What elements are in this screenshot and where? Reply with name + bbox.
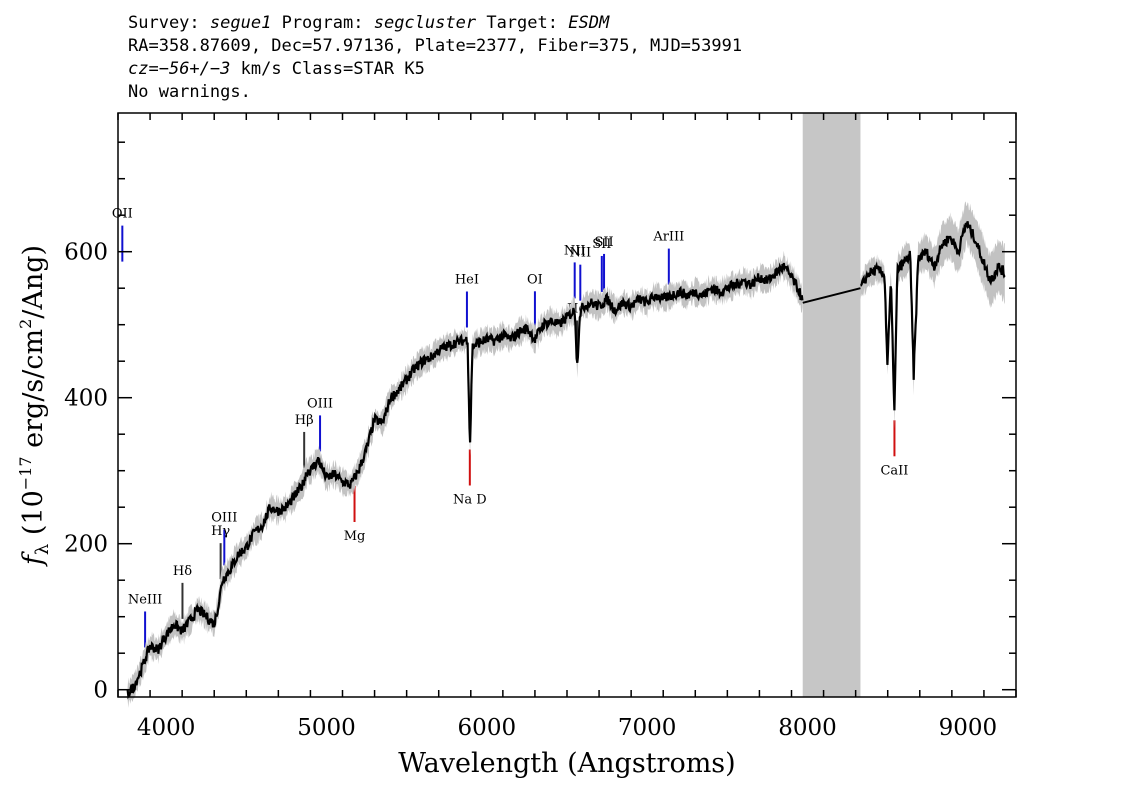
line-label-blue-1: NeIII xyxy=(128,592,162,607)
line-label-blue-9: SII xyxy=(594,235,613,250)
x-tick-label: 7000 xyxy=(618,715,677,741)
header-line-2: RA=358.87609, Dec=57.97136, Plate=2377, … xyxy=(128,36,743,56)
plot-frame xyxy=(117,112,1017,698)
header-line-3: cz=−56+/−3 km/s Class=STAR K5 xyxy=(128,59,425,79)
flux-line-1 xyxy=(126,262,804,700)
line-label-blue-10: ArIII xyxy=(652,230,684,245)
survey-value: segue1 xyxy=(209,13,272,33)
x-tick-label: 4000 xyxy=(137,715,196,741)
masked-region-group xyxy=(802,113,861,697)
line-label-red-0: Mg xyxy=(344,529,366,544)
y-tick-label: 400 xyxy=(64,386,108,412)
line-label-blue-3: OIII xyxy=(307,396,333,411)
masked-region xyxy=(802,113,861,697)
line-label-blue-0: OII xyxy=(112,207,133,222)
y-tick-label: 0 xyxy=(93,678,108,704)
flux-line-2 xyxy=(860,221,1006,411)
line-label-blue-6: NII xyxy=(564,243,586,258)
line-label-blue-7: NII xyxy=(569,246,591,261)
line-label-blue-2: OIII xyxy=(211,510,237,525)
y-label-f: f xyxy=(18,551,49,567)
header-line-1: Survey: segue1 Program: segcluster Targe… xyxy=(128,13,610,33)
x-tick-label: 6000 xyxy=(458,715,517,741)
x-tick-label: 9000 xyxy=(939,715,998,741)
y-axis-label: fλ (10−17 erg/s/cm2/Ang) xyxy=(16,245,53,567)
x-tick-label: 5000 xyxy=(297,715,356,741)
error-band-2 xyxy=(860,201,1005,429)
line-label-blue-5: OI xyxy=(527,272,543,287)
line-label-balmer-2: Hβ xyxy=(295,413,314,428)
x-axis-label: Wavelength (Angstroms) xyxy=(398,748,735,779)
flux-series-group xyxy=(126,201,1006,708)
line-label-balmer-0: Hδ xyxy=(173,564,192,579)
y-tick-label: 200 xyxy=(64,532,108,558)
line-label-red-2: CaII xyxy=(880,463,908,478)
cz-label: cz= xyxy=(128,59,159,79)
masked-bridge-line xyxy=(802,287,861,304)
line-label-blue-8: SII xyxy=(592,237,611,252)
line-label-blue-4: HeI xyxy=(455,272,479,287)
y-label-main: (10 xyxy=(18,490,49,543)
y-label-mid: erg/s/cm xyxy=(18,329,49,457)
axis-ticks: 4000 5000 6000 7000 8000 9000 0 200 400 600 xyxy=(64,113,1017,741)
error-band-1 xyxy=(127,250,803,708)
line-label-red-1: Na D xyxy=(453,493,487,508)
program-value: segcluster xyxy=(373,13,477,33)
y-label-exp: −17 xyxy=(16,456,35,490)
x-tick-label: 8000 xyxy=(778,715,837,741)
y-tick-label: 600 xyxy=(64,240,108,266)
y-label-sq: 2 xyxy=(16,319,35,329)
line-label-balmer-1: Hγ xyxy=(211,524,230,539)
y-label-end: /Ang) xyxy=(18,245,49,319)
y-label-sub: λ xyxy=(32,544,53,555)
cz-value: −56+/−3 xyxy=(158,59,231,79)
spectrum-header: Survey: segue1 Program: segcluster Targe… xyxy=(128,12,742,104)
target-value: ESDM xyxy=(568,13,610,33)
header-line-4: No warnings. xyxy=(128,82,251,102)
